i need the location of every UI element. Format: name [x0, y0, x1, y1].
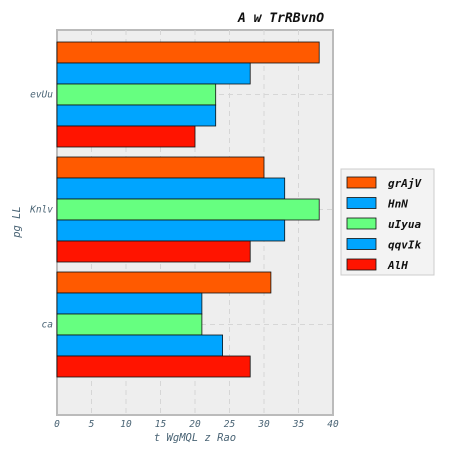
bar-uIyua-Knlv [56, 198, 320, 221]
legend-swatch [346, 217, 377, 230]
bar-qqvIk-Knlv [56, 219, 286, 242]
y-tick-label: ca [42, 320, 54, 331]
bar-qqvIk-ca [56, 334, 224, 357]
legend-swatch [346, 258, 377, 271]
bar-grAjV-Knlv [56, 156, 265, 179]
x-axis-label: t WgMQL z Rao [154, 432, 236, 444]
x-tick-label: 25 [224, 419, 236, 430]
bar-AlH-evUu [56, 125, 196, 148]
x-axis-ticks: 0 5 10 15 20 25 30 35 40 [54, 419, 339, 430]
bar-uIyua-evUu [56, 83, 217, 106]
bar-qqvIk-evUu [56, 104, 217, 127]
legend: grAjV HnN uIyua qqvIk AlH [340, 168, 435, 276]
x-tick-label: 0 [54, 419, 60, 430]
x-tick-label: 30 [257, 419, 270, 430]
x-tick-label: 35 [292, 419, 305, 430]
y-axis-ticks: evUu Knlv ca [29, 90, 53, 331]
bar-uIyua-ca [56, 313, 203, 336]
legend-label: HnN [387, 198, 408, 211]
bar-HnN-ca [56, 292, 203, 315]
legend-label: grAjV [388, 177, 422, 190]
y-axis-label: pg LL [11, 206, 23, 239]
bar-grAjV-evUu [56, 41, 320, 64]
legend-label: qqvIk [388, 239, 421, 252]
legend-label: AlH [387, 259, 408, 272]
bars [56, 41, 320, 378]
legend-label: uIyua [388, 218, 421, 231]
bar-AlH-Knlv [56, 240, 251, 263]
x-tick-label: 20 [189, 419, 201, 430]
x-tick-label: 40 [327, 419, 339, 430]
legend-swatch [346, 238, 377, 250]
x-tick-label: 15 [155, 419, 167, 430]
legend-swatch [346, 197, 377, 209]
bar-HnN-Knlv [56, 177, 286, 200]
bar-AlH-ca [56, 355, 251, 378]
legend-swatch [346, 176, 377, 189]
x-tick-label: 5 [89, 419, 95, 430]
bar-HnN-evUu [56, 62, 251, 85]
bar-grAjV-ca [56, 271, 272, 294]
x-tick-label: 10 [120, 419, 132, 430]
y-tick-label: evUu [30, 90, 53, 101]
y-tick-label: Knlv [29, 205, 53, 216]
chart-title: A w TrRBvnO [237, 11, 324, 26]
